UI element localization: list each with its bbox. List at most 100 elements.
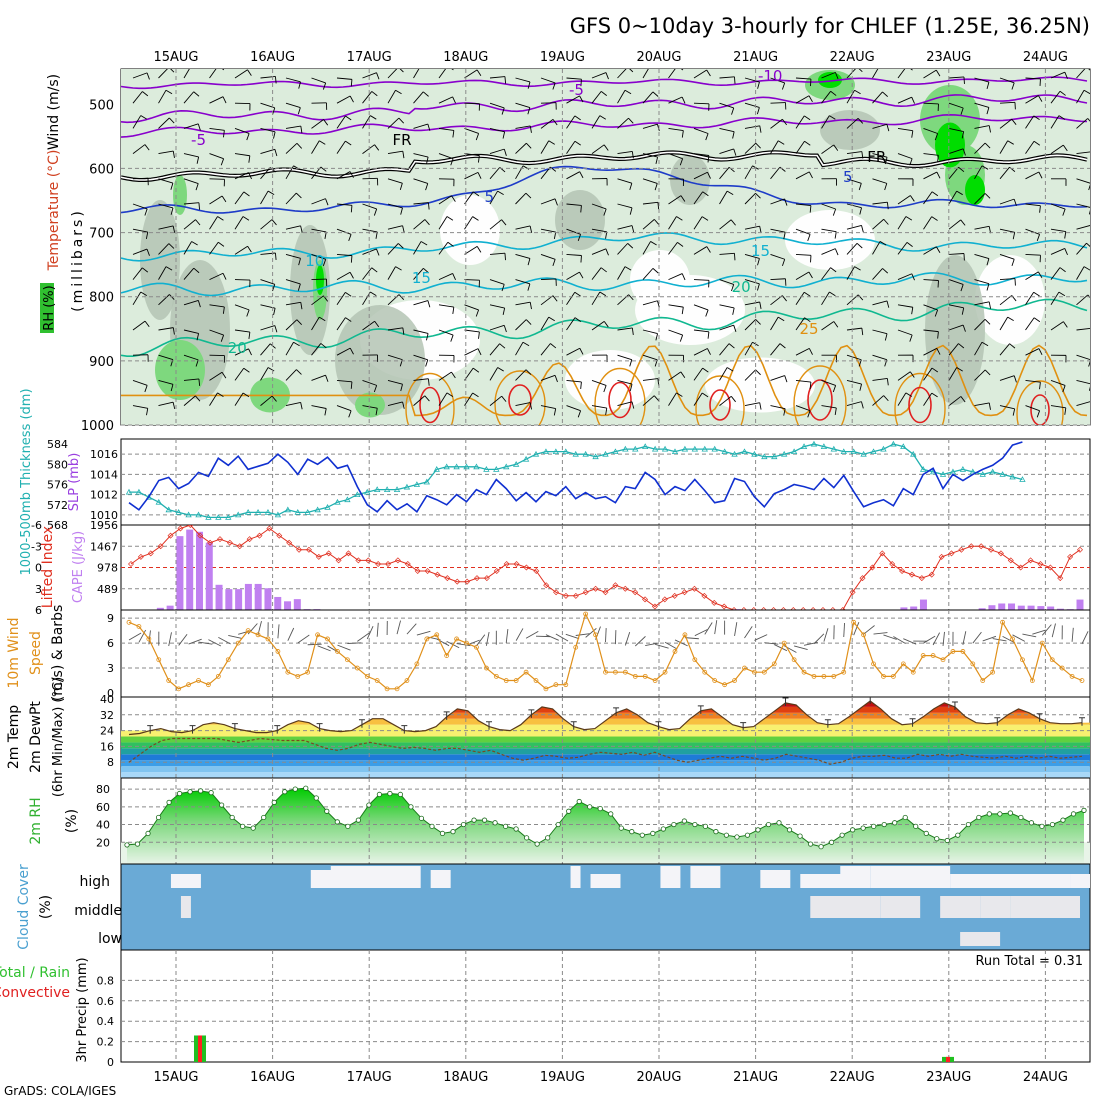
maxtemp-marker <box>1036 713 1043 722</box>
lifted-index-point <box>503 560 510 567</box>
wind-barb-flag <box>395 266 402 271</box>
lifted-index-point <box>187 525 194 528</box>
wind-barb <box>489 252 505 255</box>
wind10m-point <box>235 640 241 646</box>
wind-barb-flag <box>879 241 887 246</box>
wind-barb-flag <box>220 158 225 166</box>
cape-tick: 1467 <box>90 540 118 553</box>
slp-tick: 1012 <box>90 489 118 502</box>
wind-barb-flag <box>988 402 991 410</box>
isotherm-15 <box>121 272 1088 297</box>
wind-barb-flag <box>450 334 454 342</box>
rh-70 <box>355 392 385 418</box>
rh2m-point <box>271 799 277 805</box>
rh-70 <box>155 340 205 400</box>
wind-barb <box>821 144 835 154</box>
wind-barb-flag <box>1088 69 1090 71</box>
rh2m-point <box>502 823 509 829</box>
wind-barb-flag <box>271 395 277 402</box>
wind-barb-flag <box>242 216 250 221</box>
wind-barb <box>795 317 805 331</box>
lifted-index-point <box>899 568 906 575</box>
contour-label: 10 <box>305 252 324 270</box>
rh2m-point <box>481 817 488 823</box>
wind-barb <box>438 96 453 104</box>
rh2m-point <box>229 814 235 821</box>
wind-barb-flag <box>701 216 709 221</box>
wind-barb <box>285 279 301 285</box>
wind-barb-flag <box>759 125 762 133</box>
wind-barb-flag <box>323 119 329 126</box>
wind-barb-flag <box>960 219 966 226</box>
wind-barb-flag <box>1088 209 1090 215</box>
wind-barb-flag <box>911 307 914 315</box>
cloud-row-middle: middle <box>74 903 122 919</box>
cape-bar <box>215 584 223 610</box>
wind-barb <box>464 127 479 134</box>
thickness-line <box>129 443 1023 519</box>
wind-barb-flag <box>402 401 405 409</box>
slp-label: SLP (mb) <box>67 453 82 512</box>
wind10m-point <box>742 665 747 671</box>
wind-barb <box>795 253 811 256</box>
wind-barb <box>158 117 170 129</box>
wind-barb <box>1050 90 1061 104</box>
thickness-point <box>503 463 510 470</box>
wind-barb-flag <box>807 410 811 418</box>
rh-90 <box>965 175 985 205</box>
wind-barb <box>948 304 964 309</box>
wind-barb <box>234 245 248 255</box>
wind-barb-flag <box>580 255 582 263</box>
wind-barb-flag <box>375 408 378 416</box>
wind-barb <box>795 95 810 104</box>
maxtemp-marker <box>274 725 281 734</box>
rh2m-point <box>208 790 214 796</box>
wind-barb-flag <box>629 183 633 191</box>
wind-barb <box>260 325 275 331</box>
wind10m-point <box>434 632 440 638</box>
lifted-index-point <box>1007 557 1014 564</box>
wind-barb-flag <box>371 91 378 97</box>
maxtemp-marker <box>486 721 493 730</box>
wind-barb-flag <box>345 291 352 297</box>
wind10m-point <box>930 653 936 658</box>
thickness-point <box>264 509 272 515</box>
wind-barb-flag <box>653 395 660 402</box>
lifted-index-point <box>157 543 164 550</box>
rh2m-series <box>124 785 1087 850</box>
lifted-index-point <box>1017 564 1024 571</box>
wind10m-point <box>245 628 251 634</box>
wind-barb-flag <box>963 76 965 84</box>
wind-barb <box>617 225 633 230</box>
wind-barb <box>209 127 225 131</box>
wind10m-barb <box>714 620 718 635</box>
lifted-index-label: Lifted Index <box>40 526 56 608</box>
date-label-top: 15AUG <box>153 50 198 65</box>
wind-barb-flag <box>931 191 939 197</box>
lifted-index-series <box>128 525 1083 610</box>
wind-barb-flag <box>759 301 762 309</box>
wind-barb <box>719 190 728 205</box>
lifted-index-point <box>1067 553 1074 560</box>
wind-barb <box>795 171 810 180</box>
rh2m-point <box>629 829 635 835</box>
wind-barb-flag <box>882 268 889 274</box>
wind-barb <box>489 167 501 180</box>
wind-barb-flag <box>170 384 174 392</box>
thickness-point <box>294 509 301 515</box>
upper-label-temperature: Temperature (°C) <box>46 150 62 272</box>
wind10m-point <box>146 636 152 642</box>
wind10m-point <box>692 657 698 663</box>
wind-barb-flag <box>472 216 479 221</box>
wind10m-barb <box>942 631 945 646</box>
date-label-top: 20AUG <box>636 50 681 65</box>
wind-barb <box>285 301 301 306</box>
wind-barb-flag <box>931 216 938 221</box>
wind-barb <box>311 316 320 331</box>
wind-barb <box>795 228 811 235</box>
wind-barb <box>209 304 225 308</box>
lifted-index-point <box>197 532 204 539</box>
